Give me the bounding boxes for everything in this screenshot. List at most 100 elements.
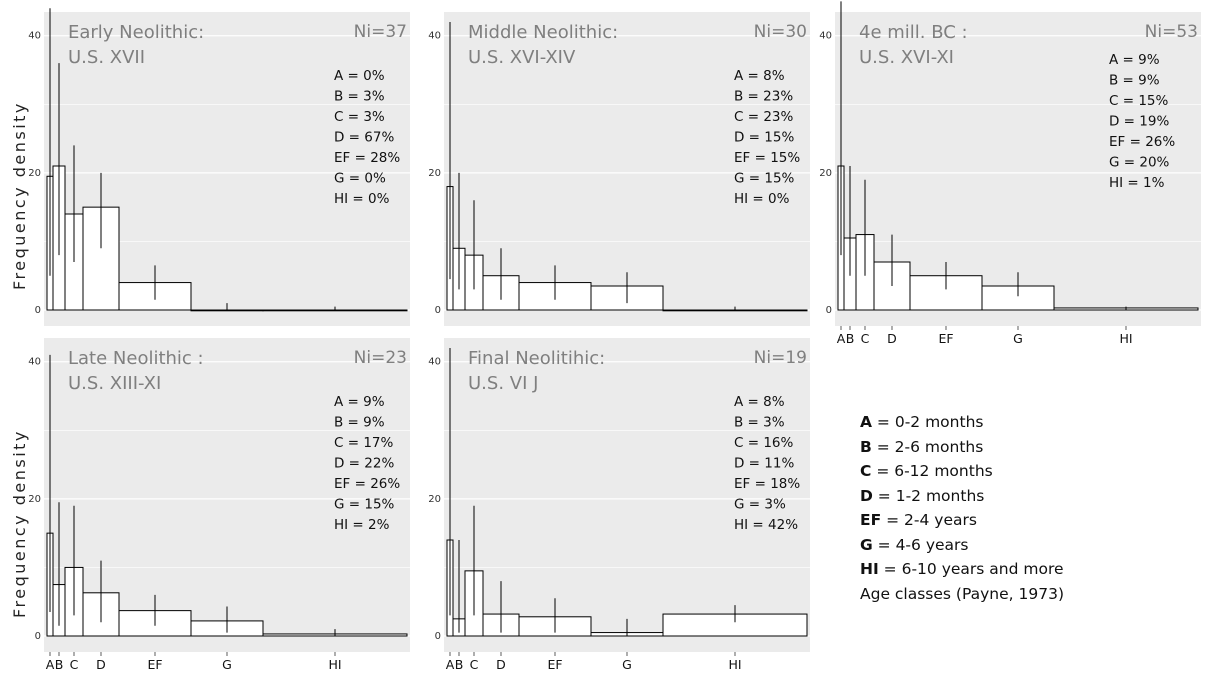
x-tick-label-hi: HI: [328, 657, 341, 672]
percent-label-hi: HI = 0%: [334, 191, 390, 207]
y-axis-label-bottom: Frequency density: [10, 429, 29, 618]
y-tick-label: 40: [819, 31, 832, 42]
y-tick-label: 0: [435, 631, 441, 642]
legend-footer: Age classes (Payne, 1973): [860, 584, 1064, 603]
percent-label-g: G = 3%: [734, 497, 786, 513]
y-tick-label: 40: [428, 357, 441, 368]
legend-row-a: A = 0-2 months: [860, 410, 1064, 435]
x-tick-label-d: D: [496, 657, 506, 672]
y-tick-label: 40: [28, 31, 41, 42]
panel-4e-mill-bc: 0 20 40 A B C D EF G HI 4e mill. BC : U.S. XVI-XI Ni…: [819, 1, 1211, 352]
y-tick-label: 0: [826, 305, 832, 316]
legend-row-ef: EF = 2-4 years: [860, 508, 1064, 533]
percent-label-hi: HI = 2%: [334, 517, 390, 533]
bar-hi: [262, 309, 408, 312]
legend-text: = 1-2 months: [872, 486, 985, 505]
y-axis-label-top: Frequency density: [10, 101, 29, 290]
x-tick-label-a: A: [446, 657, 455, 672]
y-tick-label: 40: [428, 31, 441, 42]
percent-label-g: G = 15%: [334, 497, 395, 513]
percent-label-b: B = 23%: [734, 89, 793, 105]
x-tick-label-hi: HI: [1119, 331, 1132, 346]
chart-middle-neolithic: 0 20 40 Middle Neolithic: U.S. XVI-XIV Ni=30 A…: [428, 12, 810, 326]
x-tick-label-g: G: [1013, 331, 1023, 346]
ni-label: Ni=30: [754, 22, 807, 42]
x-tick-label-d: D: [96, 657, 106, 672]
x-tick-label-c: C: [470, 657, 479, 672]
y-tick-label: 0: [435, 305, 441, 316]
percent-label-a: A = 9%: [1109, 52, 1160, 68]
panel-title: Late Neolithic :: [68, 348, 204, 369]
panel-title: Early Neolithic:: [68, 22, 204, 43]
y-tick-label: 0: [35, 305, 41, 316]
percent-label-hi: HI = 42%: [734, 517, 798, 533]
panel-subtitle: U.S. XVI-XIV: [468, 47, 576, 68]
age-class-legend: A = 0-2 months B = 2-6 months C = 6-12 m…: [860, 410, 1064, 606]
ni-label: Ni=53: [1145, 22, 1198, 42]
x-tick-label-hi: HI: [728, 657, 741, 672]
plot-background: [444, 338, 810, 652]
percent-label-a: A = 9%: [334, 394, 385, 410]
x-tick-label-g: G: [622, 657, 632, 672]
panel-subtitle: U.S. XVII: [68, 47, 145, 68]
percent-label-d: D = 19%: [1109, 114, 1169, 130]
x-tick-label-c: C: [70, 657, 79, 672]
percent-label-g: G = 15%: [734, 171, 795, 187]
legend-row-hi: HI = 6-10 years and more: [860, 557, 1064, 582]
y-tick-label: 20: [28, 168, 41, 179]
x-tick-label-b: B: [846, 331, 855, 346]
panel-subtitle: U.S. XVI-XI: [859, 47, 954, 68]
panel-subtitle: U.S. XIII-XI: [68, 373, 161, 394]
y-tick-label: 40: [28, 357, 41, 368]
panel-title: 4e mill. BC :: [859, 22, 968, 43]
y-tick-label: 0: [35, 631, 41, 642]
bar-d: [82, 206, 120, 311]
x-tick-label-b: B: [55, 657, 64, 672]
y-tick-label: 20: [428, 494, 441, 505]
legend-key: D: [860, 486, 873, 505]
percent-label-g: G = 0%: [334, 171, 386, 187]
x-tick-label-b: B: [455, 657, 464, 672]
legend-text: = 2-6 months: [871, 437, 984, 456]
percent-label-b: B = 9%: [334, 415, 385, 431]
legend-text: = 4-6 years: [872, 535, 969, 554]
x-tick-label-d: D: [887, 331, 897, 346]
legend-key: HI: [860, 560, 879, 578]
bar-g: [190, 309, 264, 312]
percent-label-ef: EF = 18%: [734, 476, 800, 492]
legend-key: G: [860, 535, 873, 554]
ni-label: Ni=37: [354, 22, 407, 42]
percent-label-hi: HI = 1%: [1109, 175, 1165, 191]
legend-text: = 2-4 years: [881, 511, 977, 529]
panel-final-neolithic: 0 20 40 A B C D EF G HI Final Neolitihic: U.S. VI J…: [428, 338, 822, 673]
legend-text: = 6-10 years and more: [878, 560, 1064, 578]
percent-label-a: A = 8%: [734, 394, 785, 410]
percent-label-d: D = 22%: [334, 456, 394, 472]
percent-label-hi: HI = 0%: [734, 191, 790, 207]
ni-label: Ni=23: [354, 348, 407, 368]
legend-key: B: [860, 437, 872, 456]
legend-text: = 0-2 months: [872, 413, 984, 431]
x-tick-label-a: A: [46, 657, 55, 672]
percent-label-c: C = 23%: [734, 109, 793, 125]
percent-label-b: B = 3%: [334, 89, 385, 105]
percent-label-a: A = 8%: [734, 68, 785, 84]
legend-row-g: G = 4-6 years: [860, 533, 1064, 558]
legend-row-d: D = 1-2 months: [860, 484, 1064, 509]
percent-label-b: B = 3%: [734, 415, 785, 431]
percent-label-b: B = 9%: [1109, 73, 1160, 89]
panel-subtitle: U.S. VI J: [468, 373, 538, 394]
y-tick-label: 20: [819, 168, 832, 179]
legend-row-c: C = 6-12 months: [860, 459, 1064, 484]
panel-middle-neolithic: 0 20 40 Middle Neolithic: U.S. XVI-XIV Ni=30 A…: [428, 12, 822, 337]
percent-label-d: D = 11%: [734, 456, 794, 472]
percent-label-c: C = 17%: [334, 435, 393, 451]
percent-label-a: A = 0%: [334, 68, 385, 84]
x-tick-label-g: G: [222, 657, 232, 672]
legend-key: C: [860, 462, 872, 480]
x-tick-label-ef: EF: [547, 657, 562, 672]
panel-late-neolithic: 0 20 40 A B C D EF G HI Late Neolithic : U.S. XIII-…: [28, 338, 422, 673]
percent-label-d: D = 67%: [334, 130, 394, 146]
percent-label-ef: EF = 26%: [334, 476, 400, 492]
x-tick-label-ef: EF: [147, 657, 162, 672]
